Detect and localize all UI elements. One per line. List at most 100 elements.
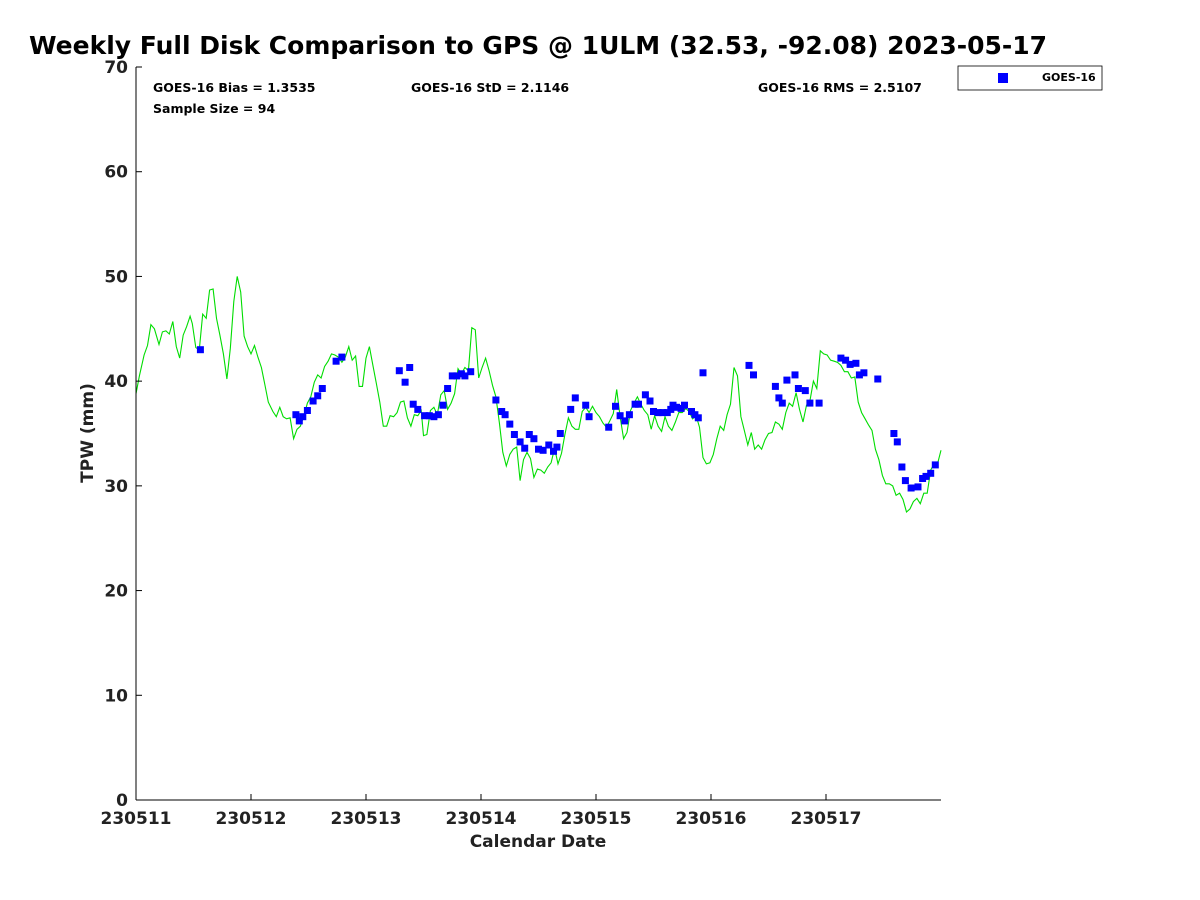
y-tick-label: 10 [104, 686, 128, 706]
bias-stat: GOES-16 Bias = 1.3535 [153, 80, 315, 95]
legend: GOES-16 [957, 65, 1103, 91]
legend-label-goes16: GOES-16 [1042, 71, 1096, 84]
goes16-point [585, 413, 593, 421]
goes16-point [516, 438, 524, 446]
goes16-point [196, 346, 204, 354]
goes16-point [893, 438, 901, 446]
goes16-point [421, 412, 429, 420]
goes16-point [556, 430, 564, 437]
y-ticks: 0 10 20 30 40 50 60 70 [104, 58, 142, 811]
goes16-point [699, 369, 707, 377]
goes16-point [694, 414, 702, 422]
goes16-point [434, 411, 442, 419]
goes16-point [922, 472, 930, 480]
y-axis-label: TPW (mm) [78, 383, 98, 483]
goes16-point [401, 378, 409, 386]
goes16-point [907, 484, 915, 492]
goes16-point [448, 372, 456, 380]
goes16-point [425, 412, 433, 420]
plot-area [135, 276, 942, 513]
goes16-point [501, 411, 509, 419]
goes16-point [612, 402, 619, 410]
goes16-point [673, 403, 680, 411]
goes16-point [309, 397, 317, 405]
goes16-point [667, 405, 675, 413]
x-tick-label: 230513 [331, 809, 402, 829]
goes16-point [927, 469, 935, 477]
y-tick-label: 20 [104, 582, 128, 602]
goes16-point [521, 444, 529, 452]
y-tick-label: 30 [104, 477, 128, 497]
x-tick-label: 230512 [216, 809, 287, 829]
goes16-point [646, 397, 654, 405]
goes16-point [874, 375, 882, 383]
goes16-point [650, 408, 657, 415]
goes16-point [801, 387, 809, 395]
std-stat: GOES-16 StD = 2.1146 [411, 80, 569, 95]
goes16-point [406, 364, 414, 371]
goes16-point [846, 360, 854, 368]
goes16-point [745, 361, 753, 369]
goes16-point [444, 385, 452, 392]
goes16-point [409, 400, 417, 408]
goes16-point [771, 382, 779, 390]
goes16-point [318, 385, 326, 392]
goes16-point [775, 394, 783, 402]
goes16-point [855, 371, 863, 379]
goes16-point [303, 407, 311, 414]
goes16-point [414, 405, 422, 413]
goes16-point [314, 392, 322, 400]
x-axis-label: Calendar Date [470, 832, 607, 852]
goes16-point [621, 417, 629, 425]
goes16-point [295, 417, 303, 425]
goes16-point [914, 483, 922, 491]
goes16-point [571, 394, 579, 402]
goes16-point [395, 367, 403, 375]
goes16-point [641, 391, 649, 399]
goes16-point [545, 441, 553, 449]
goes16-point [506, 420, 514, 428]
x-ticks: 230511 230512 230513 230514 230515 230516 2305… [101, 794, 861, 829]
goes16-point [567, 405, 575, 413]
goes16-point [510, 431, 518, 438]
chart-title: Weekly Full Disk Comparison to GPS @ 1UL… [29, 31, 1047, 60]
goes16-point [550, 447, 557, 455]
goes16-point [530, 435, 538, 443]
sample-size-stat: Sample Size = 94 [153, 101, 275, 116]
goes16-point [461, 372, 469, 380]
y-tick-label: 50 [104, 267, 128, 287]
x-tick-label: 230511 [101, 809, 172, 829]
legend-box [957, 65, 1103, 91]
axes: 0 10 20 30 40 50 60 70 230511 230512 230513 230514… [101, 58, 941, 829]
gps-line [135, 276, 942, 513]
goes16-point [898, 463, 906, 471]
goes16-point [616, 412, 624, 420]
x-tick-label: 230514 [446, 809, 517, 829]
goes16-point [931, 461, 939, 469]
goes16-point [901, 477, 909, 485]
goes16-point [837, 354, 845, 362]
y-tick-label: 60 [104, 163, 128, 183]
goes16-point [338, 353, 346, 361]
goes16-point [467, 368, 475, 376]
y-tick-label: 40 [104, 372, 128, 392]
rms-stat: GOES-16 RMS = 2.5107 [758, 80, 922, 95]
gps-line-series [135, 276, 942, 513]
goes16-point [553, 443, 561, 451]
goes16-point [654, 409, 662, 417]
goes16-point [292, 411, 300, 419]
legend-marker-goes16 [998, 73, 1008, 83]
goes16-point [605, 423, 613, 431]
goes16-point [890, 430, 898, 437]
x-tick-label: 230515 [561, 809, 632, 829]
goes16-point [539, 446, 547, 454]
goes16-point [299, 413, 307, 421]
goes16-point [659, 409, 667, 417]
goes16-point [625, 411, 633, 419]
goes16-point [852, 359, 860, 367]
goes16-point [681, 401, 688, 409]
goes16-point [815, 399, 823, 407]
y-tick-label: 70 [104, 58, 128, 78]
goes16-point [525, 431, 533, 438]
